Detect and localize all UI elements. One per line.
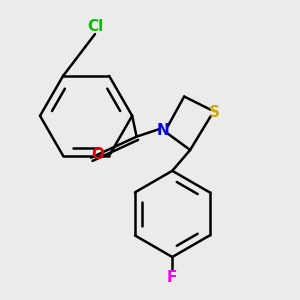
Text: Cl: Cl: [87, 19, 103, 34]
Text: S: S: [208, 105, 219, 120]
Text: F: F: [167, 270, 178, 285]
Text: N: N: [157, 123, 170, 138]
Text: O: O: [92, 147, 104, 162]
